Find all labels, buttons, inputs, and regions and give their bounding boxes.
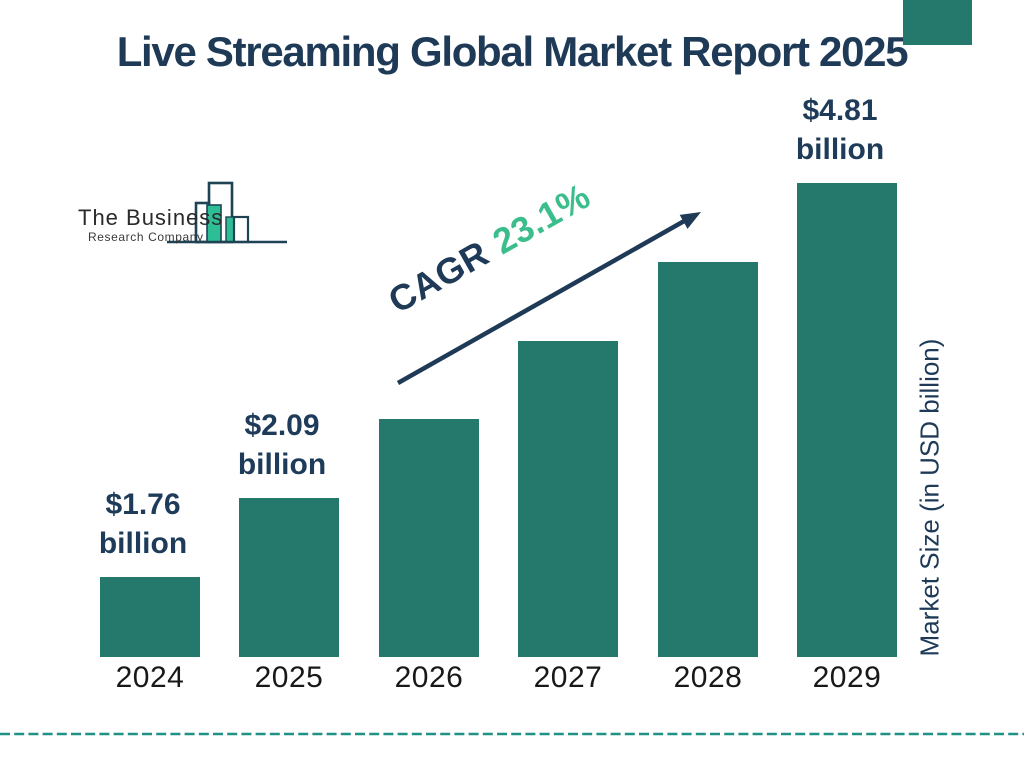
logo-bar-chart-icon: [167, 181, 287, 244]
value-unit: billion: [237, 448, 327, 481]
value-label-2029: $4.81 billion: [745, 91, 935, 169]
value-amount: $4.81: [802, 94, 878, 127]
y-axis-label: Market Size (in USD billion): [914, 338, 945, 657]
company-logo: The Business Research Company: [78, 181, 287, 244]
x-tick-label-2024: 2024: [115, 661, 185, 694]
value-amount: $2.09: [244, 409, 320, 442]
x-tick-label-2025: 2025: [254, 661, 324, 694]
x-tick-label-2029: 2029: [812, 661, 882, 694]
value-amount: $1.76: [105, 488, 181, 521]
logo-text-line2: Research Company: [88, 230, 204, 244]
bar-2028: [658, 262, 758, 657]
cagr-value: 23.1%: [485, 174, 597, 263]
value-label-2024: $1.76 billion: [48, 485, 238, 563]
bar-2026: [379, 419, 479, 657]
x-tick-label-2026: 2026: [394, 661, 464, 694]
bar-2025: [239, 498, 339, 657]
x-tick-label-2027: 2027: [533, 661, 603, 694]
bar-2027: [518, 341, 618, 657]
cagr-label: CAGR: [381, 232, 496, 322]
bottom-dashed-divider: [0, 732, 1024, 736]
chart-title: Live Streaming Global Market Report 2025: [116, 28, 909, 75]
cagr-annotation: CAGR23.1%: [381, 175, 597, 322]
value-unit: billion: [795, 133, 885, 166]
logo-text-line1: The Business: [78, 205, 223, 230]
x-tick-label-2028: 2028: [673, 661, 743, 694]
bar-2029: [797, 183, 897, 657]
value-label-2025: $2.09 billion: [187, 406, 377, 484]
bar-2024: [100, 577, 200, 657]
corner-accent-rectangle: [903, 0, 972, 45]
value-unit: billion: [98, 527, 188, 560]
